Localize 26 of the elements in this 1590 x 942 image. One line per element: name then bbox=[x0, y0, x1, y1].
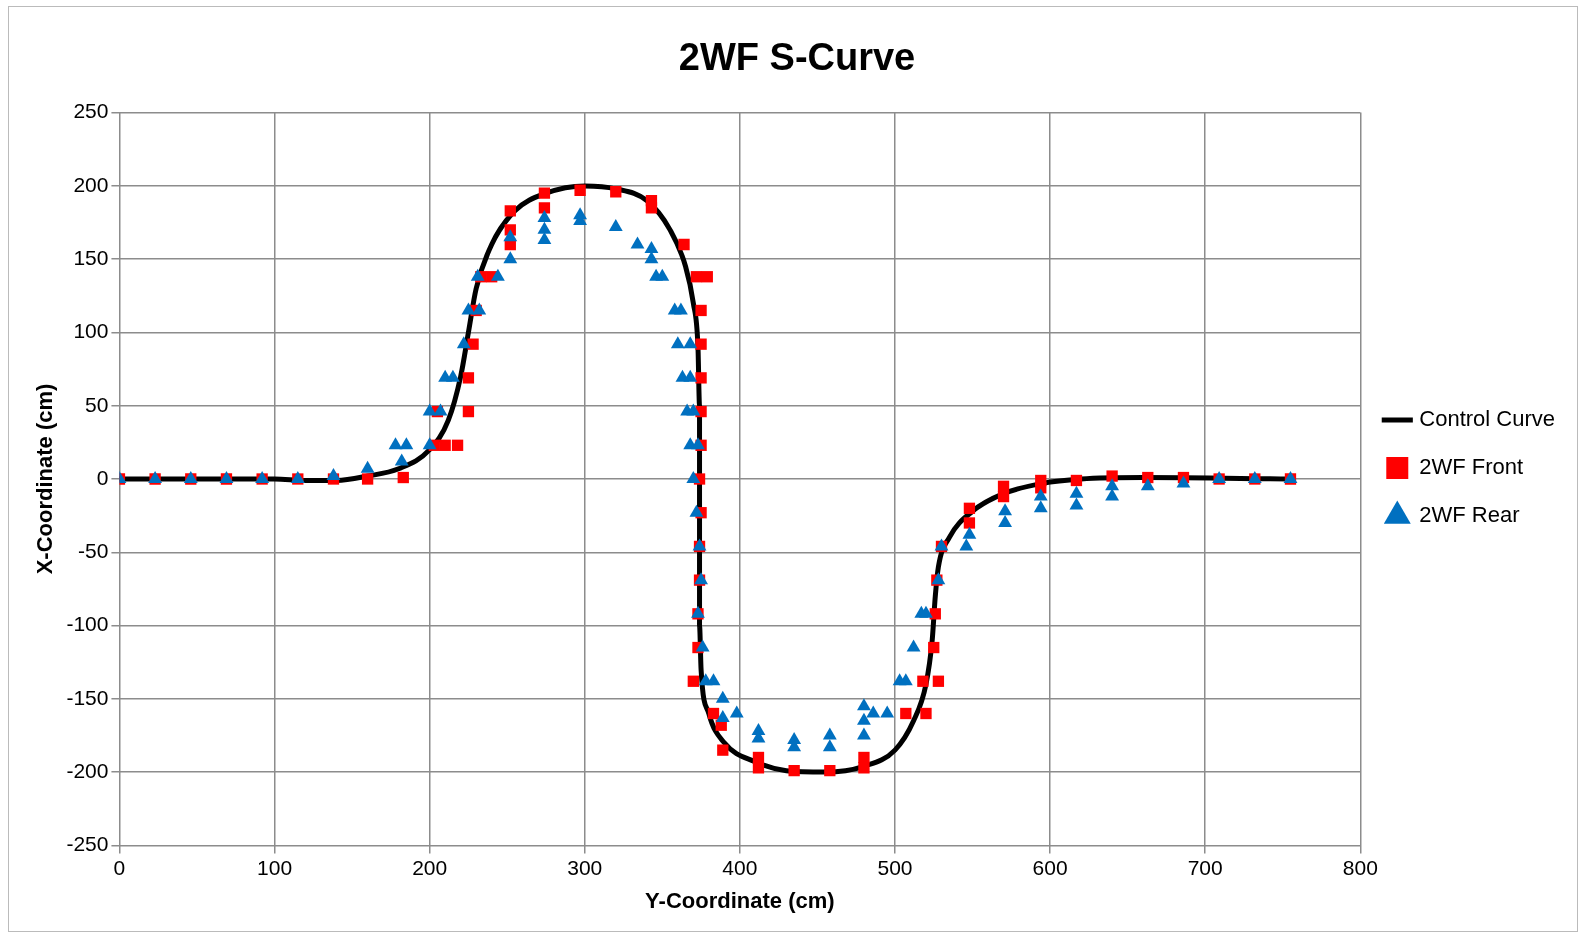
x-tick-label: 200 bbox=[412, 855, 448, 879]
x-tick-label: 700 bbox=[1187, 855, 1223, 879]
x-tick-label: 600 bbox=[1032, 855, 1068, 879]
y-tick-label: 0 bbox=[96, 465, 109, 489]
legend-label: 2WF Rear bbox=[1419, 502, 1520, 528]
x-tick-label: 400 bbox=[722, 855, 758, 879]
y-tick-label: -50 bbox=[78, 539, 109, 563]
y-tick-label: 100 bbox=[73, 319, 109, 343]
y-tick-label: -250 bbox=[66, 832, 109, 856]
y-tick-label: 250 bbox=[73, 99, 109, 123]
x-tick-label: 100 bbox=[257, 855, 293, 879]
x-tick-label: 500 bbox=[877, 855, 913, 879]
legend-label: 2WF Front bbox=[1419, 454, 1524, 480]
y-tick-label: 150 bbox=[73, 245, 109, 269]
y-tick-label: -200 bbox=[66, 758, 109, 782]
chart-title: 2WF S-Curve bbox=[678, 36, 916, 79]
x-tick-label: 800 bbox=[1342, 855, 1378, 879]
y-tick-label: 200 bbox=[73, 172, 109, 196]
y-tick-label: -100 bbox=[66, 612, 109, 636]
x-tick-label: 300 bbox=[567, 855, 603, 879]
x-axis-title: Y-Coordinate (cm) bbox=[645, 887, 835, 913]
y-axis-title: X-Coordinate (cm) bbox=[32, 383, 58, 575]
y-tick-label: 50 bbox=[85, 392, 109, 416]
y-tick-label: -150 bbox=[66, 685, 109, 709]
x-tick-label: 0 bbox=[113, 855, 126, 879]
legend-label: Control Curve bbox=[1419, 406, 1555, 432]
